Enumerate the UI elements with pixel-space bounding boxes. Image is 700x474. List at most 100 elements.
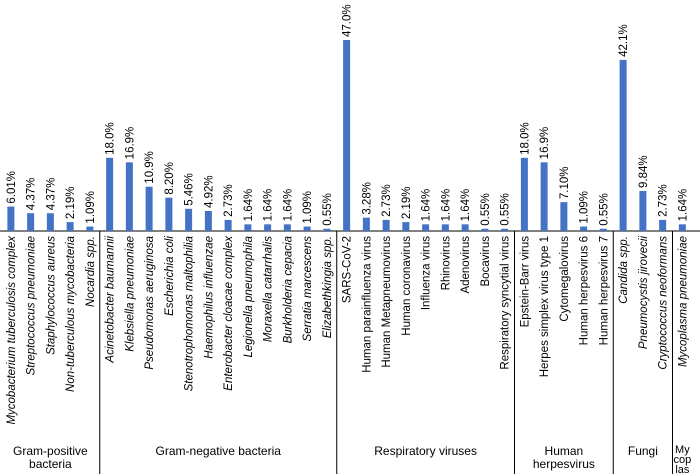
- value-label: 0.55%: [500, 193, 512, 226]
- bar: [264, 224, 272, 231]
- bar: [481, 228, 489, 231]
- category-label: Enterobacter cloacae complex: [223, 235, 235, 391]
- value-label: 2.73%: [658, 184, 670, 217]
- group-label: Gram-positive bacteria: [13, 445, 88, 471]
- category-label: Influenza virus: [421, 236, 433, 310]
- value-label: 2.19%: [401, 186, 413, 219]
- category-label: Rhinovirus: [440, 236, 452, 291]
- bar: [659, 219, 667, 231]
- category-label: Human herpesvirus 6: [579, 236, 591, 345]
- bar: [224, 219, 232, 231]
- group-label: Fungi: [627, 445, 658, 458]
- category-label: Nocardia spp.: [85, 236, 97, 307]
- category-label: Escherichia coli: [164, 236, 176, 316]
- category-label: Herpes simplex virus type 1: [539, 236, 551, 377]
- category-label: SARS-CoV-2: [342, 236, 354, 303]
- bar: [599, 228, 607, 231]
- bar: [382, 219, 390, 231]
- bar: [678, 224, 686, 231]
- category-label: Elizabethkingia spp.: [322, 236, 334, 338]
- value-label: 2.73%: [381, 184, 393, 217]
- value-label: 1.64%: [421, 189, 433, 222]
- value-label: 47.0%: [342, 4, 354, 37]
- bar: [362, 217, 370, 231]
- category-label: Cryptococcus neoformans: [658, 236, 670, 370]
- value-label: 1.64%: [440, 189, 452, 222]
- bar: [441, 224, 449, 231]
- value-label: 9.84%: [638, 155, 650, 188]
- category-label: Stenotrophomonas maltophilia: [184, 236, 196, 391]
- category-label: Acinetobacter baumannii: [105, 236, 117, 364]
- value-label: 4.37%: [45, 178, 57, 211]
- bar: [580, 226, 588, 231]
- group-label: Gram-negative bacteria: [155, 445, 281, 458]
- category-label: Human Metapneumovirus: [381, 236, 393, 368]
- bar: [520, 157, 528, 231]
- category-label: Legionella pneumophila: [243, 236, 255, 358]
- category-label: Cytomegalovirus: [559, 236, 571, 322]
- bar: [165, 197, 173, 231]
- category-label: Non-tuberculous mycobacteria: [65, 236, 77, 392]
- value-label: 6.01%: [6, 171, 18, 204]
- bar: [185, 208, 193, 231]
- category-label: Pseudomonas aeruginosa: [144, 236, 156, 370]
- value-label: 18.0%: [519, 122, 531, 155]
- value-label: 3.28%: [361, 182, 373, 215]
- value-label: 0.55%: [598, 193, 610, 226]
- value-label: 1.64%: [243, 189, 255, 222]
- value-label: 4.92%: [203, 175, 215, 208]
- category-label: Staphylococcus aureus: [45, 236, 57, 355]
- bar: [323, 228, 331, 231]
- value-label: 16.9%: [124, 127, 136, 160]
- bar: [303, 226, 311, 231]
- bar: [402, 222, 410, 231]
- category-label: Klebsiella pneumoniae: [124, 236, 136, 352]
- category-label: Haemophilus influenzae: [203, 236, 215, 359]
- bar: [66, 222, 74, 231]
- bar: [7, 206, 15, 231]
- bar: [145, 186, 153, 231]
- value-label: 0.55%: [480, 193, 492, 226]
- value-label: 5.46%: [184, 173, 196, 206]
- value-label: 1.64%: [282, 189, 294, 222]
- bar: [343, 40, 351, 231]
- category-label: Serratia marcescens: [302, 236, 314, 342]
- bar: [639, 191, 647, 231]
- group-label: Respiratory viruses: [374, 445, 477, 458]
- value-label: 1.09%: [579, 191, 591, 224]
- bar: [86, 226, 94, 231]
- category-label: Respiratory syncytial virus: [500, 236, 512, 370]
- category-label: Candida spp.: [618, 236, 630, 304]
- group-label: Mycoplasma: [673, 445, 692, 474]
- value-label: 2.73%: [223, 184, 235, 217]
- bar: [501, 228, 509, 231]
- category-label: Human coronavirus: [401, 236, 413, 336]
- value-label: 10.9%: [144, 151, 156, 184]
- category-label: Pneumocystis jirovecii: [638, 236, 650, 350]
- category-label: Streptococcus pneumoniae: [26, 236, 38, 375]
- category-label: Human herpesvirus 7: [598, 236, 610, 345]
- value-label: 42.1%: [618, 24, 630, 57]
- category-label: Adenovirus: [460, 236, 472, 294]
- value-label: 1.64%: [263, 189, 275, 222]
- value-label: 1.64%: [677, 189, 689, 222]
- category-label: Human parainfluenza virus: [361, 236, 373, 373]
- category-label: Mycobacterium tuberculosis complex: [6, 235, 18, 425]
- bar: [106, 157, 114, 231]
- value-label: 1.09%: [302, 191, 314, 224]
- category-label: Burkholderia cepacia: [282, 236, 294, 343]
- category-label: Mycoplasma pneumoniae: [677, 236, 689, 367]
- group-label: Human herpesvirus: [532, 445, 595, 471]
- value-label: 4.37%: [26, 178, 38, 211]
- category-label: Bocavirus: [480, 236, 492, 287]
- category-label: Epstein-Barr virus: [519, 236, 531, 328]
- value-label: 1.09%: [85, 191, 97, 224]
- bar: [283, 224, 291, 231]
- bar: [46, 213, 54, 231]
- value-label: 0.55%: [322, 193, 334, 226]
- value-label: 8.20%: [164, 162, 176, 195]
- value-label: 7.10%: [559, 167, 571, 200]
- bar: [244, 224, 252, 231]
